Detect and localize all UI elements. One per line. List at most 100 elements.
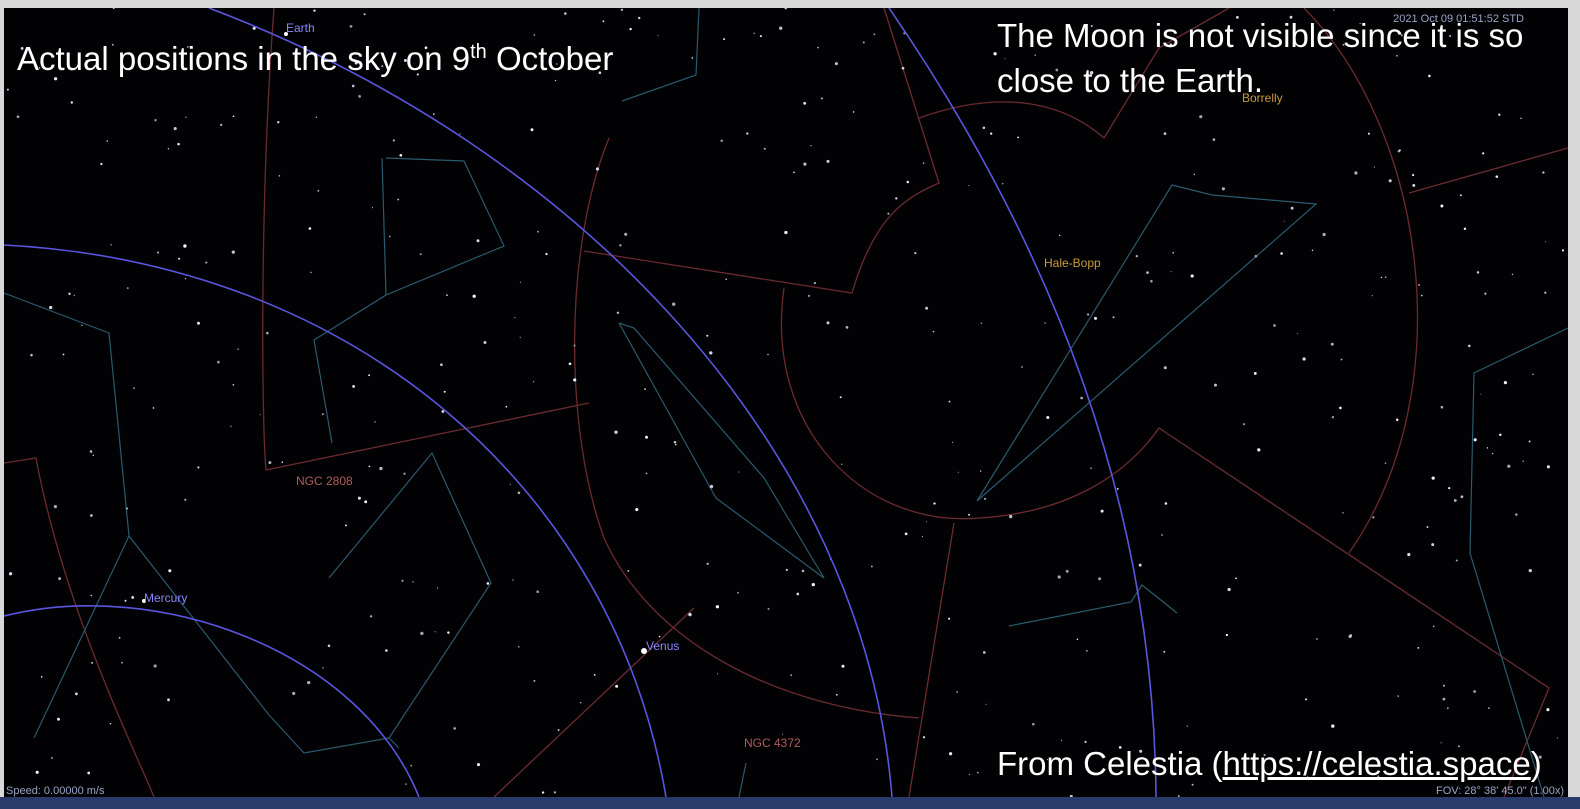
- star: [313, 10, 315, 12]
- star: [322, 413, 324, 415]
- star: [1194, 174, 1195, 175]
- star: [328, 645, 331, 648]
- star: [635, 508, 638, 511]
- star: [420, 632, 423, 635]
- star: [397, 199, 399, 201]
- star: [1342, 512, 1343, 513]
- star: [1112, 316, 1114, 318]
- star: [564, 12, 566, 14]
- object-labels: Earth Mercury Venus Hale-Bopp Borrelly N…: [142, 21, 1283, 750]
- star: [907, 181, 910, 184]
- star: [602, 20, 604, 22]
- star: [672, 303, 675, 306]
- star: [933, 331, 935, 333]
- star: [91, 595, 92, 596]
- star: [36, 771, 39, 774]
- star: [760, 35, 762, 37]
- star: [1496, 175, 1499, 178]
- star: [177, 143, 180, 146]
- star: [1427, 526, 1429, 528]
- star: [520, 282, 521, 283]
- star: [923, 736, 925, 738]
- star: [1213, 138, 1216, 141]
- star: [266, 332, 269, 335]
- star: [168, 148, 169, 149]
- sky-view: Earth Mercury Venus Hale-Bopp Borrelly N…: [4, 8, 1568, 797]
- star: [1222, 187, 1225, 190]
- star: [1087, 313, 1089, 315]
- star: [1484, 293, 1486, 295]
- star: [1398, 695, 1399, 696]
- star: [81, 325, 82, 326]
- star: [1098, 577, 1101, 580]
- caption-tail: October: [487, 40, 614, 77]
- star: [802, 570, 805, 573]
- star: [51, 757, 53, 759]
- star: [1461, 495, 1464, 498]
- star: [350, 25, 353, 28]
- object-label: NGC 4372: [744, 736, 801, 750]
- note: The Moon is not visible since it is so c…: [997, 13, 1557, 103]
- star: [153, 407, 155, 409]
- credit-link[interactable]: https://celestia.space: [1223, 745, 1531, 782]
- object-label: Venus: [646, 639, 679, 653]
- star: [107, 140, 108, 141]
- credit-prefix: From Celestia (: [997, 745, 1223, 782]
- boundaries: [4, 8, 1568, 797]
- star: [925, 307, 928, 310]
- star: [1412, 184, 1415, 187]
- star: [364, 13, 366, 15]
- star: [352, 85, 355, 88]
- star: [782, 734, 783, 735]
- star: [1002, 183, 1003, 184]
- star: [167, 698, 170, 701]
- star: [725, 279, 726, 280]
- star: [1547, 465, 1550, 468]
- star: [1150, 280, 1153, 283]
- star: [1532, 374, 1533, 375]
- star: [674, 441, 677, 444]
- star: [542, 791, 544, 793]
- sky-map: Earth Mercury Venus Hale-Bopp Borrelly N…: [4, 8, 1568, 797]
- star: [1441, 406, 1444, 409]
- star: [309, 227, 312, 230]
- constellation-line: [622, 8, 699, 101]
- star: [157, 251, 159, 253]
- star: [1350, 634, 1352, 636]
- star: [1044, 322, 1045, 323]
- star: [958, 472, 959, 473]
- star: [1385, 276, 1387, 278]
- star: [1418, 284, 1420, 286]
- star: [1331, 724, 1334, 727]
- constellation-line: [977, 185, 1316, 501]
- star: [1165, 502, 1168, 505]
- boundary: [575, 138, 919, 718]
- star: [617, 312, 619, 314]
- boundary: [781, 288, 1549, 797]
- star: [1544, 292, 1546, 294]
- star: [706, 335, 708, 337]
- star: [717, 673, 718, 674]
- star: [554, 791, 556, 793]
- star: [569, 362, 572, 365]
- credit: From Celestia (https://celestia.space): [997, 741, 1542, 786]
- star: [983, 127, 986, 130]
- star: [1447, 707, 1449, 709]
- star: [706, 563, 708, 565]
- star: [420, 253, 422, 255]
- star: [197, 466, 199, 468]
- star: [1456, 559, 1458, 561]
- star: [113, 8, 115, 9]
- star: [437, 587, 438, 588]
- star: [949, 401, 951, 403]
- star: [720, 140, 722, 142]
- star: [1017, 137, 1019, 139]
- star: [399, 154, 402, 157]
- star: [688, 613, 691, 616]
- boundary: [584, 8, 939, 293]
- star: [1226, 634, 1228, 636]
- boundary: [4, 458, 154, 797]
- star: [1302, 357, 1305, 360]
- star: [1136, 255, 1138, 257]
- star: [352, 385, 355, 388]
